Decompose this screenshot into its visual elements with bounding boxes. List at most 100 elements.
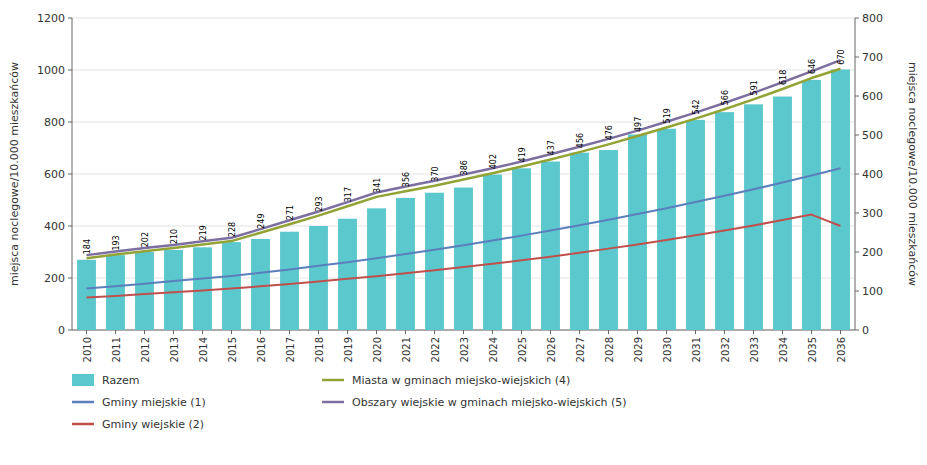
x-tick — [231, 330, 232, 334]
annotation: 370 — [431, 166, 440, 181]
legend-swatch — [72, 401, 94, 404]
bar — [657, 129, 676, 330]
annotation: 228 — [228, 222, 237, 237]
annotation: 497 — [634, 117, 643, 132]
x-tick — [579, 330, 580, 334]
annotation: 210 — [170, 229, 179, 244]
x-tick-label: 2017 — [285, 337, 296, 362]
bar — [338, 219, 357, 330]
legend-label: Miasta w gminach miejsko-wiejskich (4) — [352, 374, 570, 387]
y-tick — [68, 18, 72, 19]
y-tick — [68, 278, 72, 279]
y-tick-label: 1200 — [37, 12, 65, 25]
y2-tick — [855, 57, 859, 58]
x-tick-label: 2035 — [807, 337, 818, 362]
x-tick-label: 2014 — [198, 337, 209, 362]
x-tick — [144, 330, 145, 334]
legend-swatch — [322, 379, 344, 382]
y2-axis-label: miejsca noclegowe/10.000 mieszkańców — [906, 62, 919, 286]
x-tick — [782, 330, 783, 334]
x-tick-label: 2025 — [517, 337, 528, 362]
x-tick — [753, 330, 754, 334]
bar — [77, 260, 96, 330]
annotation: 566 — [721, 90, 730, 105]
x-tick-label: 2032 — [720, 337, 731, 362]
bar — [715, 112, 734, 330]
line — [87, 60, 841, 255]
annotation: 386 — [460, 160, 469, 175]
annotation: 341 — [373, 178, 382, 193]
x-tick — [550, 330, 551, 334]
annotation: 402 — [489, 154, 498, 169]
bar — [396, 198, 415, 330]
y-tick — [68, 122, 72, 123]
legend: RazemGminy miejskie (1)Gminy wiejskie (2… — [72, 374, 627, 431]
annotation: 591 — [750, 80, 759, 95]
legend-swatch — [322, 401, 344, 404]
annotation: 184 — [83, 239, 92, 254]
bar — [193, 247, 212, 330]
x-tick-label: 2031 — [691, 337, 702, 362]
y2-tick-label: 500 — [862, 129, 883, 142]
y2-tick — [855, 330, 859, 331]
x-tick-label: 2015 — [227, 337, 238, 362]
annotation: 202 — [141, 232, 150, 247]
bar — [367, 208, 386, 330]
bar — [512, 168, 531, 330]
legend-item: Gminy wiejskie (2) — [72, 418, 204, 431]
legend-label: Gminy wiejskie (2) — [102, 418, 204, 431]
y2-tick — [855, 135, 859, 136]
annotation: 356 — [402, 172, 411, 187]
x-tick — [115, 330, 116, 334]
x-tick — [637, 330, 638, 334]
grid-line — [72, 70, 855, 71]
bar — [686, 120, 705, 330]
x-tick — [608, 330, 609, 334]
x-tick-label: 2021 — [401, 337, 412, 362]
bar — [628, 134, 647, 330]
x-tick-label: 2012 — [140, 337, 151, 362]
y-tick — [68, 70, 72, 71]
x-tick-label: 2022 — [430, 337, 441, 362]
grid-line — [72, 18, 855, 19]
x-tick-label: 2028 — [604, 337, 615, 362]
x-tick — [86, 330, 87, 334]
annotation: 193 — [112, 235, 121, 250]
y-tick-label: 600 — [44, 168, 65, 181]
x-tick-label: 2011 — [111, 337, 122, 362]
annotation: 456 — [576, 133, 585, 148]
x-tick-label: 2036 — [836, 337, 847, 362]
axes: 0200400600800100012000100200300400500600… — [8, 12, 919, 362]
x-tick — [724, 330, 725, 334]
bar — [164, 250, 183, 330]
y2-tick-label: 200 — [862, 246, 883, 259]
x-tick-label: 2010 — [82, 337, 93, 362]
annotation: 646 — [808, 59, 817, 74]
y2-tick — [855, 174, 859, 175]
line — [87, 168, 841, 288]
x-tick — [347, 330, 348, 334]
bar — [425, 193, 444, 330]
y2-tick-label: 100 — [862, 285, 883, 298]
x-tick-label: 2023 — [459, 337, 470, 362]
legend-label: Gminy miejskie (1) — [102, 396, 206, 409]
bar — [222, 242, 241, 330]
annotation: 519 — [663, 108, 672, 123]
x-tick — [811, 330, 812, 334]
y-tick — [68, 226, 72, 227]
annotation: 476 — [605, 125, 614, 140]
line — [87, 69, 841, 259]
bar — [251, 239, 270, 330]
bar — [570, 153, 589, 330]
x-tick-label: 2026 — [546, 337, 557, 362]
x-tick — [840, 330, 841, 334]
y2-tick-label: 300 — [862, 207, 883, 220]
annotation: 437 — [547, 140, 556, 155]
annotation: 618 — [779, 70, 788, 85]
x-tick-label: 2024 — [488, 337, 499, 362]
x-tick — [521, 330, 522, 334]
bar — [773, 97, 792, 330]
y2-tick — [855, 96, 859, 97]
y2-tick-label: 800 — [862, 12, 883, 25]
y2-axis-line — [855, 18, 856, 330]
